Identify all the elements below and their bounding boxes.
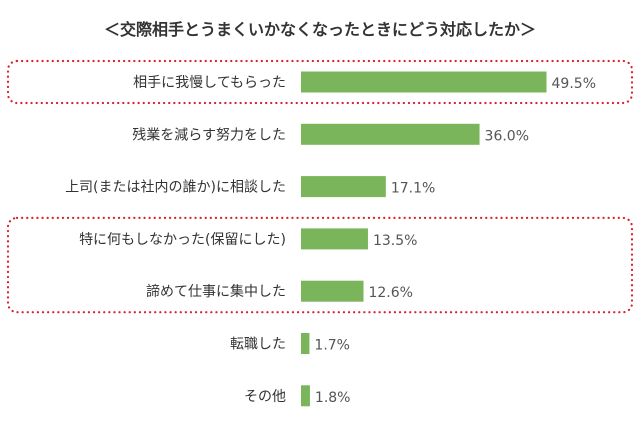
category-label-5: 転職した bbox=[230, 337, 286, 353]
category-label-0: 相手に我慢してもらった bbox=[133, 74, 286, 91]
value-labels: 49.5% 36.0% 17.1% 13.5% 12.6% 1.7% 1.8% bbox=[314, 76, 596, 406]
bar-1 bbox=[301, 123, 480, 145]
category-label-3: 特に何もしなかった(保留にした) bbox=[79, 232, 286, 248]
value-label-0: 49.5% bbox=[552, 76, 596, 92]
value-label-4: 12.6% bbox=[368, 285, 412, 301]
bar-4 bbox=[301, 280, 364, 302]
value-label-6: 1.8% bbox=[315, 390, 351, 406]
category-label-2: 上司(または社内の誰か)に相談した bbox=[65, 180, 286, 196]
bar-2 bbox=[301, 176, 386, 198]
value-label-1: 36.0% bbox=[485, 128, 529, 144]
value-label-3: 13.5% bbox=[373, 233, 417, 249]
category-labels: 相手に我慢してもらった残業を減らす努力をした上司(または社内の誰か)に相談した特… bbox=[65, 74, 286, 405]
category-label-6: その他 bbox=[244, 389, 286, 405]
bar-6 bbox=[301, 385, 310, 407]
bar-0 bbox=[301, 71, 547, 93]
value-label-2: 17.1% bbox=[391, 181, 435, 197]
category-label-1: 残業を減らす努力をした bbox=[132, 126, 286, 143]
highlight-box-1 bbox=[6, 216, 634, 314]
chart-title: ＜交際相手とうまくいかなくなったときにどう対応したか＞ bbox=[104, 20, 536, 39]
bar-3 bbox=[301, 228, 368, 250]
bar-5 bbox=[301, 333, 310, 354]
category-label-4: 諦めて仕事に集中した bbox=[146, 283, 286, 300]
bars bbox=[301, 71, 547, 407]
value-label-5: 1.7% bbox=[314, 338, 350, 354]
highlight-box-0 bbox=[6, 59, 634, 105]
highlight-boxes bbox=[6, 59, 634, 314]
